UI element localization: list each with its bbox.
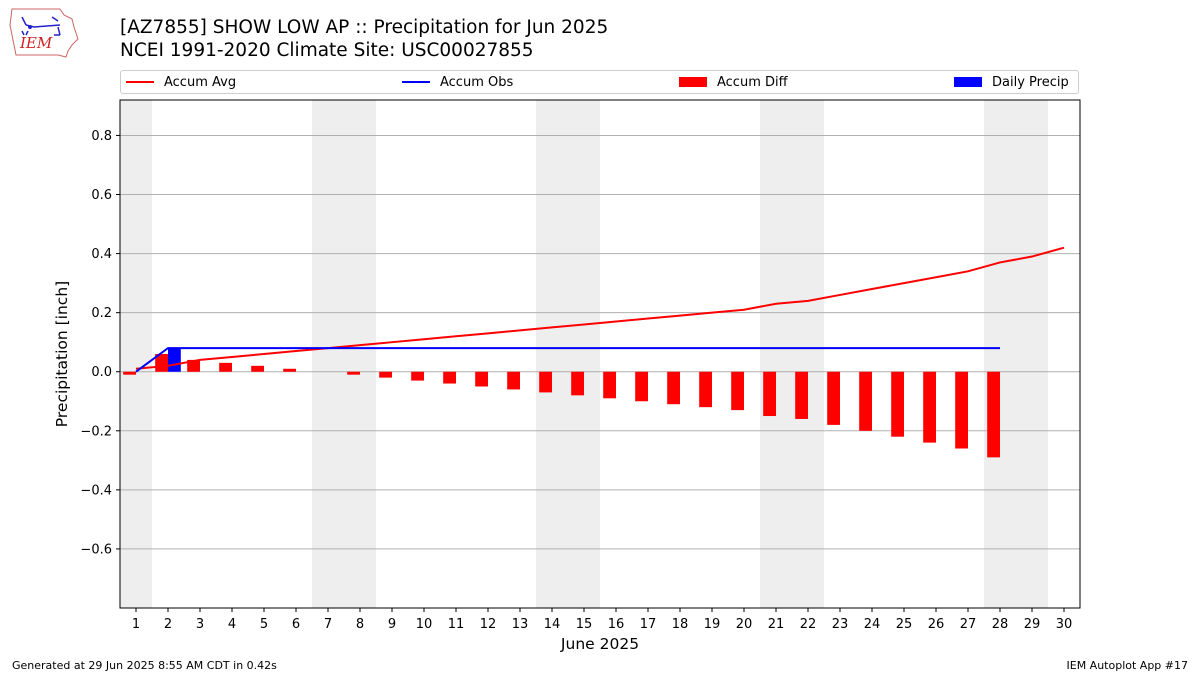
iem-logo: IEM <box>9 8 79 58</box>
legend-swatch-accum-avg <box>126 81 154 83</box>
y-tick-label: −0.6 <box>80 542 112 557</box>
weekend-shade-3 <box>536 100 600 608</box>
legend-swatch-accum-obs <box>402 81 430 83</box>
x-tick-label: 20 <box>736 617 753 632</box>
x-tick-label: 17 <box>640 617 657 632</box>
y-tick-label: 0.6 <box>91 188 112 203</box>
generated-note: Generated at 29 Jun 2025 8:55 AM CDT in … <box>12 659 277 672</box>
y-tick-label: 0.8 <box>91 129 112 144</box>
accum-diff-bar <box>219 362 232 372</box>
accum-diff-bar <box>443 371 456 384</box>
accum-diff-bar <box>891 371 904 437</box>
x-tick-label: 12 <box>480 617 497 632</box>
accum-diff-bar <box>859 371 872 431</box>
accum-diff-bar <box>475 371 488 387</box>
x-tick-label: 29 <box>1024 617 1041 632</box>
accum-diff-bar <box>187 359 200 372</box>
legend-swatch-daily-precip <box>954 77 982 87</box>
chart-title: [AZ7855] SHOW LOW AP :: Precipitation fo… <box>120 17 609 38</box>
accum-diff-bar <box>923 371 936 443</box>
y-tick-label: 0.0 <box>91 365 112 380</box>
accum-diff-bar <box>347 371 360 375</box>
x-tick-label: 16 <box>608 617 625 632</box>
legend-label-daily-precip: Daily Precip <box>992 74 1069 90</box>
accum-diff-bar <box>155 354 168 372</box>
x-tick-label: 30 <box>1056 617 1073 632</box>
legend: Accum Avg Accum Obs Accum Diff Daily Pre… <box>120 70 1079 94</box>
accum-diff-bar <box>603 371 616 399</box>
weekend-shade-2 <box>312 100 376 608</box>
x-tick-label: 1 <box>132 617 140 632</box>
legend-label-accum-obs: Accum Obs <box>440 74 514 90</box>
y-tick-label: −0.4 <box>80 483 112 498</box>
accum-avg-line <box>135 246 1065 370</box>
weekend-shade-1 <box>120 100 152 608</box>
accum-diff-bar <box>987 371 1000 458</box>
x-tick-label: 2 <box>164 617 172 632</box>
accum-diff-bar <box>571 371 584 396</box>
legend-item-daily-precip: Daily Precip <box>954 74 1069 90</box>
weekend-shade-4 <box>760 100 824 608</box>
app-note: IEM Autoplot App #17 <box>1066 659 1189 672</box>
accum-diff-bar <box>283 368 296 372</box>
x-tick-label: 3 <box>196 617 204 632</box>
x-tick-label: 7 <box>324 617 332 632</box>
x-tick-label: 14 <box>544 617 561 632</box>
legend-swatch-accum-diff <box>679 77 707 87</box>
plot-frame <box>119 99 1081 609</box>
x-tick-label: 8 <box>356 617 364 632</box>
x-tick-label: 4 <box>228 617 236 632</box>
x-tick-label: 25 <box>896 617 913 632</box>
x-tick-label: 27 <box>960 617 977 632</box>
x-tick-label: 15 <box>576 617 593 632</box>
accum-diff-bar <box>539 371 552 393</box>
x-tick-label: 21 <box>768 617 785 632</box>
accum-diff-bar <box>731 371 744 411</box>
accum-diff-bar <box>699 371 712 408</box>
accum-diff-bar <box>251 365 264 372</box>
y-tick-label: −0.2 <box>80 424 112 439</box>
x-tick-label: 19 <box>704 617 721 632</box>
accum-diff-bar <box>955 371 968 449</box>
legend-item-accum-avg: Accum Avg <box>126 74 236 90</box>
x-tick-label: 18 <box>672 617 689 632</box>
legend-item-accum-diff: Accum Diff <box>679 74 788 90</box>
accum-diff-bar <box>507 371 520 390</box>
accum-diff-bar <box>795 371 808 419</box>
weekend-shade-5 <box>984 100 1048 608</box>
legend-label-accum-avg: Accum Avg <box>164 74 237 90</box>
accum-diff-bar <box>667 371 680 405</box>
accum-diff-bar <box>635 371 648 402</box>
y-axis-label: Precipitation [inch] <box>53 281 71 427</box>
x-tick-label: 13 <box>512 617 529 632</box>
legend-item-accum-obs: Accum Obs <box>402 74 513 90</box>
x-tick-label: 9 <box>388 617 396 632</box>
x-axis-label: June 2025 <box>560 635 639 653</box>
legend-label-accum-diff: Accum Diff <box>717 74 788 90</box>
x-tick-label: 22 <box>800 617 817 632</box>
accum-diff-bar <box>411 371 424 381</box>
x-tick-label: 28 <box>992 617 1009 632</box>
daily-precip-bar <box>168 348 181 372</box>
accum-obs-line <box>135 347 1000 373</box>
accum-diff-bar <box>827 371 840 425</box>
accum-diff-bar <box>123 371 136 375</box>
x-tick-label: 26 <box>928 617 945 632</box>
x-tick-label: 24 <box>864 617 881 632</box>
x-tick-label: 6 <box>292 617 300 632</box>
logo-text: IEM <box>19 34 53 52</box>
y-tick-label: 0.2 <box>91 306 112 321</box>
accum-diff-bar <box>379 371 392 378</box>
x-tick-label: 23 <box>832 617 849 632</box>
x-tick-label: 10 <box>416 617 433 632</box>
y-tick-label: 0.4 <box>91 247 112 262</box>
x-tick-label: 11 <box>448 617 465 632</box>
x-tick-label: 5 <box>260 617 268 632</box>
accum-diff-bar <box>763 371 776 417</box>
chart-subtitle: NCEI 1991-2020 Climate Site: USC00027855 <box>120 40 534 61</box>
